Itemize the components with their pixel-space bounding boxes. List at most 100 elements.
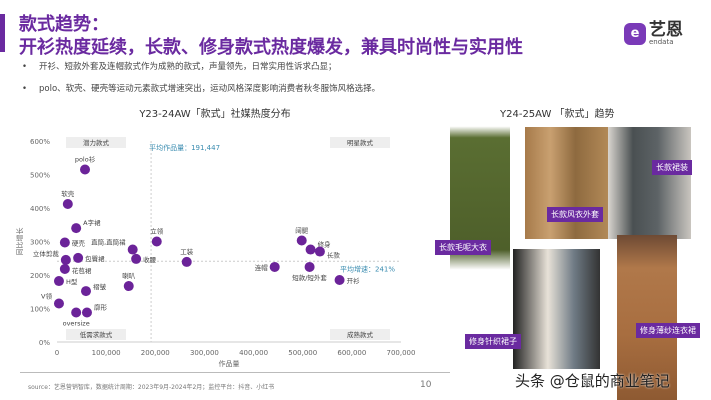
x-tick-label: 0	[55, 349, 59, 357]
data-point	[131, 253, 142, 264]
data-point	[181, 256, 192, 267]
point-label: 褶皱	[93, 282, 107, 291]
data-point	[127, 244, 138, 255]
data-point	[314, 246, 325, 257]
point-label: 廓形	[94, 303, 108, 312]
logo-en: endata	[649, 38, 674, 46]
x-tick-label: 100,000	[92, 349, 121, 357]
point-label: 长款	[327, 251, 341, 260]
y-tick-label: 500%	[30, 172, 50, 180]
quadrant-box	[66, 329, 126, 340]
point-label: polo衫	[75, 154, 96, 163]
bullet-text: polo、软壳、硬壳等运动元素款式增速突出，运动风格深度影响消费者秋冬服饰风格选…	[39, 84, 381, 94]
quadrant-box	[330, 137, 390, 148]
point-label: 硬壳	[72, 239, 86, 248]
avg-x-label: 平均作品量：191,447	[149, 143, 220, 152]
bullet-item: • polo、软壳、硬壳等运动元素款式增速突出，运动风格深度影响消费者秋冬服饰风格…	[22, 84, 381, 94]
point-label: 包臀裙	[85, 254, 105, 263]
y-tick-label: 100%	[30, 306, 50, 314]
y-tick-label: 400%	[30, 205, 50, 213]
data-point	[305, 244, 316, 255]
data-point	[334, 275, 345, 286]
photo-long-coat	[450, 118, 510, 283]
data-point	[71, 223, 82, 234]
point-label: 软壳	[61, 189, 75, 198]
data-point	[304, 261, 315, 272]
data-point	[80, 164, 91, 175]
page-number: 10	[420, 380, 432, 390]
data-point	[53, 276, 64, 287]
quadrant-label: 潜力款式	[83, 138, 110, 147]
bullet-text: 开衫、短款外套及连帽款式作为成熟的款式，声量领先，日常实用性诉求凸显；	[39, 62, 337, 72]
point-label: 收腰	[143, 255, 157, 264]
x-tick-label: 400,000	[239, 349, 268, 357]
y-tick-label: 600%	[30, 138, 50, 146]
point-label: 立领	[150, 227, 164, 236]
y-tick-label: 300%	[30, 239, 50, 247]
divider	[20, 372, 450, 373]
point-label: 直筒,直筒裙	[91, 238, 126, 247]
photo-knit-skirt	[513, 249, 600, 369]
data-point	[60, 254, 71, 265]
photo-long-skirt	[608, 127, 691, 239]
point-label: H型	[66, 277, 78, 286]
right-title: Y24-25AW 「款式」趋势	[500, 109, 615, 120]
x-tick-label: 600,000	[337, 349, 366, 357]
data-point	[151, 236, 162, 247]
y-tick-label: 0%	[39, 339, 50, 347]
point-label: oversize	[63, 320, 90, 328]
x-tick-label: 300,000	[190, 349, 219, 357]
data-point	[73, 252, 84, 263]
data-point	[71, 307, 82, 318]
point-label: 喇叭	[122, 271, 136, 280]
avg-y-label: 平均增速：241%	[340, 264, 395, 273]
point-label: V领	[41, 291, 52, 300]
scatter-chart: 0 100,000 200,000 300,000 400,000 500,000 600,…	[15, 137, 416, 368]
point-label: 花苞裙	[72, 266, 92, 275]
quadrant-label: 明星款式	[347, 138, 374, 147]
chart-title: Y23-24AW「款式」社媒热度分布	[139, 109, 291, 120]
logo-cn: 艺恩	[649, 20, 683, 40]
x-axis-label: 作品量	[219, 359, 240, 368]
page-title: 款式趋势：	[19, 14, 109, 35]
x-tick-label: 500,000	[288, 349, 317, 357]
quadrant-label: 成熟款式	[347, 330, 374, 339]
point-label: 短款/短外套	[292, 273, 327, 282]
tag-label: 修身针织裙子	[465, 334, 521, 349]
page-subtitle: 开衫热度延续，长款、修身款式热度爆发，兼具时尚性与实用性	[19, 37, 523, 58]
photo-trench	[525, 127, 609, 239]
watermark: 头条 @仓鼠的商业笔记	[515, 372, 670, 390]
tag-label: 长款风衣外套	[547, 207, 603, 222]
bullet-item: • 开衫、短款外套及连帽款式作为成熟的款式，声量领先，日常实用性诉求凸显；	[22, 62, 337, 72]
tag-label: 长款裙装	[652, 160, 692, 175]
point-label: 阔腿	[295, 226, 309, 234]
tag-label: 长款毛呢大衣	[435, 240, 491, 255]
x-tick-label: 700,000	[387, 349, 416, 357]
y-axis-label: 同比增长	[15, 228, 24, 256]
quadrant-box	[330, 329, 390, 340]
point-label: 开衫	[347, 276, 361, 285]
source-note: source：艺恩营销智库，数据统计周期：2023年9月-2024年2月；监控平…	[28, 384, 275, 391]
data-point	[62, 198, 73, 209]
data-point	[296, 235, 307, 246]
point-label: 连帽	[255, 263, 269, 272]
tag-label: 修身薄纱连衣裙	[636, 323, 700, 338]
x-tick-label: 200,000	[141, 349, 170, 357]
photo-sheer-dress	[617, 235, 677, 400]
y-tick-label: 200%	[30, 272, 50, 280]
data-point	[59, 263, 70, 274]
point-label: 修身	[318, 240, 332, 249]
title-accent-bar	[0, 14, 5, 52]
logo-icon: e	[624, 23, 646, 45]
point-label: 立体剪裁	[33, 249, 60, 258]
data-point	[53, 298, 64, 309]
data-point	[123, 281, 134, 292]
point-label: 工装	[180, 247, 194, 256]
logo: e 艺恩 endata	[624, 22, 683, 46]
bullet-list: • 开衫、短款外套及连帽款式作为成熟的款式，声量领先，日常实用性诉求凸显； • po…	[22, 60, 380, 104]
data-point	[269, 261, 280, 272]
quadrant-label: 低需求款式	[80, 330, 113, 339]
quadrant-box	[66, 137, 126, 148]
point-label: A字裙	[83, 218, 101, 227]
data-point	[81, 307, 92, 318]
